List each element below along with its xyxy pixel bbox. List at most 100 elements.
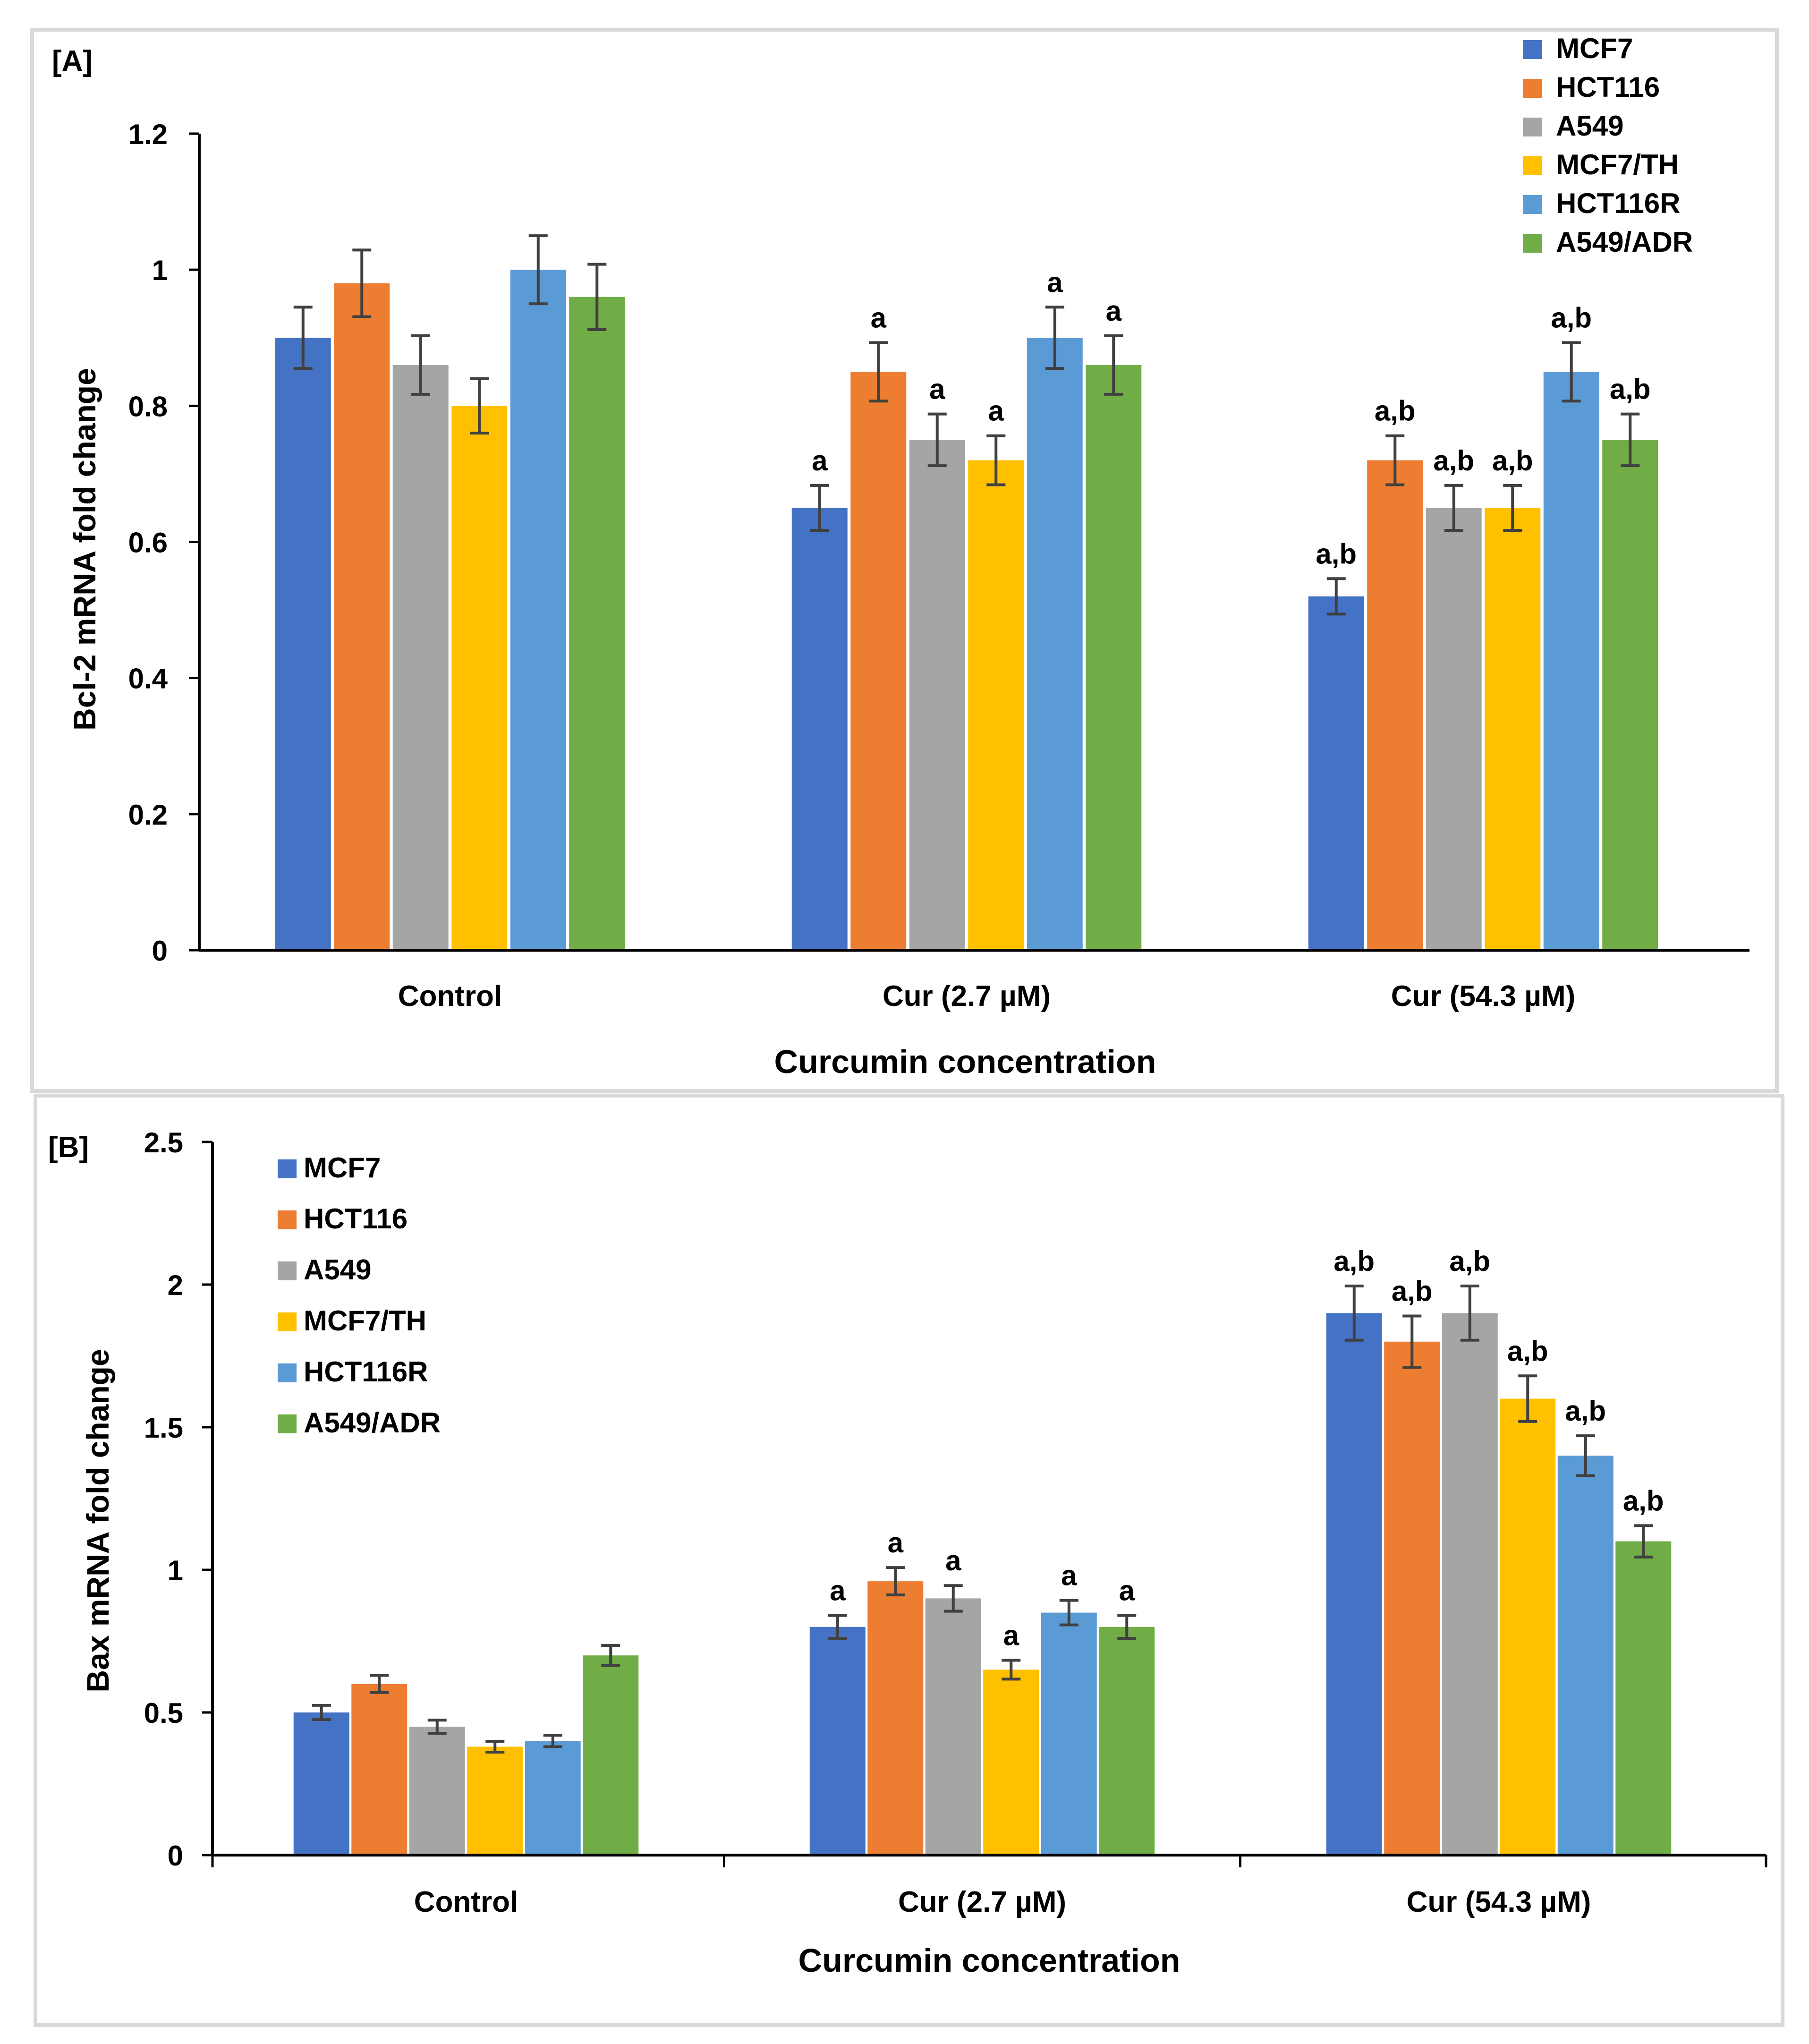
panel-a-legend-swatch [1523,79,1542,98]
panel-a-significance-label: a [988,395,1004,427]
panel-b-label: [B] [48,1131,89,1164]
panel-b-y-tick-label: 1.5 [144,1412,183,1444]
panel-a-legend-label: A549/ADR [1556,226,1693,258]
panel-a-y-tick-label: 1 [152,255,168,286]
panel-a-significance-label: a [1106,295,1122,327]
panel-a-bar [791,508,848,950]
panel-a-bar [510,270,566,950]
panel-b-significance-label: a [945,1545,961,1576]
panel-b-legend-label: A549 [304,1254,371,1286]
panel-a-gridless-plot: a a,b a a,b a a,b a a,b a a,b a a,b 0 0.2 0.4 0.6 0.8 1 1… [128,119,1750,1013]
panel-a-bar [1485,508,1541,950]
panel-b-bar [1099,1627,1155,1855]
panel-b-legend-label: A549/ADR [304,1407,441,1439]
panel-b-category-label: Control [414,1886,518,1918]
panel-b-legend-swatch [278,1363,297,1382]
panel-b-significance-label: a,b [1333,1245,1375,1277]
panel-a-category-label: Control [398,980,502,1013]
panel-a-y-axis-title: Bcl-2 mRNA fold change [67,368,102,731]
panel-b-significance-label: a [830,1575,846,1607]
panel-b-y-axis-title: Bax mRNA fold change [80,1349,115,1692]
panel-b-significance-label: a,b [1623,1485,1664,1516]
panel-b: [B] a a,b a a,b a a,b a a,b a a,b a a,b 0 0.5 1 1.5 2 2.… [34,1094,1784,2027]
panel-b-legend-label: HCT116 [304,1203,408,1235]
panel-a-axes: 0 0.2 0.4 0.6 0.8 1 1.2 Control Cur (2.7 µM) Cur … [128,119,1750,1013]
panel-b-legend: MCF7 HCT116 A549 MCF7/TH HCT116R A549/ADR [278,1152,441,1439]
panel-a-legend-label: A549 [1556,110,1623,142]
panel-a-bar [392,365,449,951]
panel-b-bar [351,1684,408,1855]
panel-a-legend-swatch [1523,234,1542,253]
panel-b-bar [1384,1341,1440,1855]
panel-a-bar [1602,440,1658,950]
panel-a-bar [1308,596,1364,950]
panel-b-category-label: Cur (54.3 µM) [1407,1886,1591,1918]
panel-a-significance-label: a,b [1433,445,1474,477]
panel-a-category-label: Cur (2.7 µM) [883,980,1051,1013]
panel-a-x-axis-title: Curcumin concentration [774,1043,1156,1080]
panel-b-bar [925,1598,981,1855]
panel-b-significance-label: a,b [1449,1245,1490,1277]
panel-a-bars: a a,b a a,b a a,b a a,b a a,b a a,b [275,234,1658,951]
panel-b-bar [293,1712,349,1855]
panel-b-bar [1615,1541,1672,1855]
panel-a-significance-label: a,b [1492,445,1533,477]
panel-a-bar [1027,338,1083,950]
panel-b-y-tick-label: 1 [168,1555,183,1586]
panel-b-bar [983,1669,1039,1855]
panel-a-y-tick-label: 1.2 [128,119,168,150]
panel-a-legend-label: HCT116R [1556,187,1680,219]
panel-a-significance-label: a [1047,266,1063,298]
panel-b-bar [1557,1456,1614,1855]
panel-a-y-tick-label: 0.2 [128,799,168,831]
panel-a-y-tick-label: 0.6 [128,527,168,559]
panel-b-legend-swatch [278,1210,297,1229]
panel-a-legend-swatch [1523,156,1542,175]
panel-b-significance-label: a,b [1392,1275,1433,1307]
panel-b-legend-swatch [278,1414,297,1433]
panel-b-significance-label: a,b [1565,1395,1606,1427]
panel-b-legend-swatch [278,1261,297,1280]
panel-b-axes: 0 0.5 1 1.5 2 2.5 Control Cur (2.7 µM) Cur (54.3… [144,1127,1767,1918]
panel-a-border [30,28,1779,1093]
panel-b-y-tick-label: 0 [168,1840,183,1872]
panel-a-significance-label: a,b [1610,374,1651,405]
panel-b-legend-swatch [278,1159,297,1178]
panel-a-bar [1543,372,1599,950]
panel-a-y-tick-label: 0 [152,935,168,967]
panel-a-significance-label: a [871,302,887,333]
panel-a-bar [968,460,1024,950]
panel-a-label: [A] [52,45,93,77]
panel-a-bar [909,440,965,950]
panel-b-category-label: Cur (2.7 µM) [898,1886,1066,1918]
panel-b-bar [409,1727,465,1855]
panel-a-category-label: Cur (54.3 µM) [1391,980,1576,1013]
panel-b-bar [809,1627,866,1855]
panel-b-bar [467,1746,523,1855]
panel-b-legend-label: MCF7/TH [304,1305,426,1337]
panel-b-bar [1442,1313,1498,1855]
panel-b-legend-label: HCT116R [304,1356,428,1388]
panel-a-bar [1367,460,1423,950]
panel-b-bar [583,1655,639,1855]
panel-b-bar [867,1581,924,1855]
panel-a-legend-swatch [1523,118,1542,136]
panel-b-bar [1500,1398,1556,1855]
panel-b-y-tick-label: 2.5 [144,1127,183,1158]
panel-b-y-tick-label: 0.5 [144,1697,183,1729]
panel-b-bar [525,1741,581,1855]
panel-a-legend-label: MCF7 [1556,33,1633,64]
panel-a-bar [1426,508,1482,950]
panel-a-bar [850,372,907,950]
panel-a: [A] aa,baa,baa,baa,baa,baa,b 00.20.40.60… [30,28,1779,1093]
panel-a-y-tick-label: 0.8 [128,391,168,422]
panel-a-bar [334,283,390,950]
panel-b-significance-label: a,b [1507,1335,1548,1367]
panel-b-significance-label: a [1061,1560,1077,1592]
panel-a-legend-swatch [1523,195,1542,214]
panel-b-y-tick-label: 2 [168,1269,183,1301]
panel-a-legend: MCF7 HCT116 A549 MCF7/TH HCT116R A549/ADR [1523,33,1693,258]
panel-a-significance-label: a,b [1375,395,1416,427]
panel-b-bar [1326,1313,1382,1855]
